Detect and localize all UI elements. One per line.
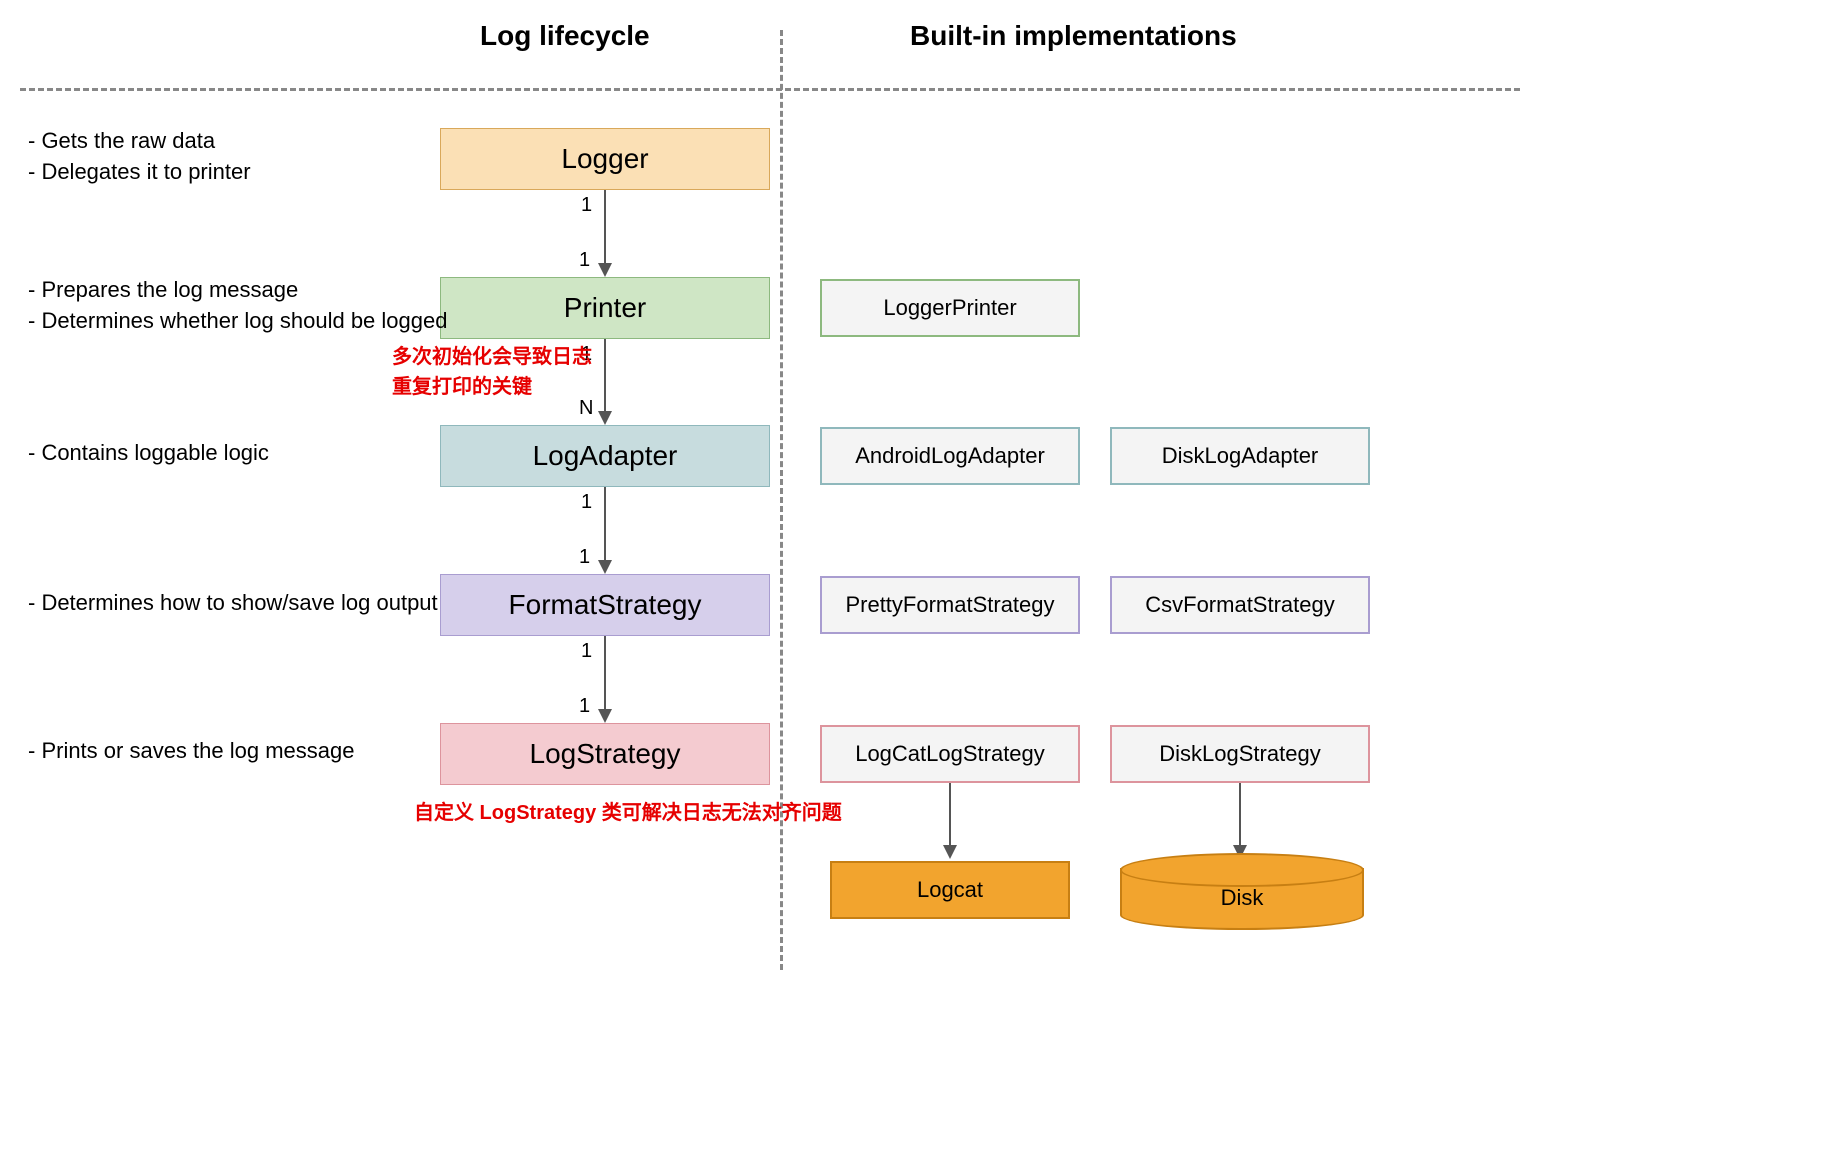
desc-line: - Determines whether log should be logge… (28, 306, 447, 337)
arrow-head-icon (598, 709, 612, 723)
note-line: 自定义 LogStrategy 类可解决日志无法对齐问题 (414, 798, 842, 828)
impl-box: CsvFormatStrategy (1110, 576, 1370, 634)
arrow-head-icon (598, 560, 612, 574)
arrow-adapter-format (604, 487, 606, 562)
impl-box: LoggerPrinter (820, 279, 1080, 337)
lifecycle-desc-logger: - Gets the raw data- Delegates it to pri… (28, 126, 251, 188)
desc-line: - Prints or saves the log message (28, 736, 354, 767)
header-implementations: Built-in implementations (910, 20, 1237, 52)
arrow-printer-adapter (604, 339, 606, 413)
cardinality-bottom: 1 (579, 249, 590, 272)
divider-vertical (780, 30, 783, 970)
divider-horizontal (20, 88, 1520, 91)
target-rect: Logcat (830, 861, 1070, 919)
desc-line: - Prepares the log message (28, 275, 447, 306)
cylinder-top-icon (1120, 853, 1364, 887)
note-line: 多次初始化会导致日志 (392, 342, 592, 372)
impl-box: LogCatLogStrategy (820, 725, 1080, 783)
lifecycle-node-adapter: LogAdapter (440, 425, 770, 487)
header-lifecycle: Log lifecycle (480, 20, 650, 52)
cardinality-top: 1 (581, 194, 592, 217)
cardinality-top: 1 (581, 491, 592, 514)
impl-box: DiskLogStrategy (1110, 725, 1370, 783)
lifecycle-node-printer: Printer (440, 277, 770, 339)
desc-line: - Delegates it to printer (28, 157, 251, 188)
target-cylinder: Disk (1120, 853, 1360, 933)
cardinality-bottom: 1 (579, 546, 590, 569)
arrow-to-target (1239, 783, 1241, 847)
arrow-head-icon (598, 263, 612, 277)
lifecycle-node-format: FormatStrategy (440, 574, 770, 636)
desc-line: - Gets the raw data (28, 126, 251, 157)
arrow-head-icon (598, 411, 612, 425)
desc-line: - Contains loggable logic (28, 438, 269, 469)
lifecycle-node-strategy: LogStrategy (440, 723, 770, 785)
note-note-init: 多次初始化会导致日志重复打印的关键 (392, 342, 592, 402)
impl-box: DiskLogAdapter (1110, 427, 1370, 485)
impl-box: AndroidLogAdapter (820, 427, 1080, 485)
cardinality-top: 1 (581, 640, 592, 663)
arrow-logger-printer (604, 190, 606, 265)
note-line: 重复打印的关键 (392, 372, 592, 402)
lifecycle-desc-adapter: - Contains loggable logic (28, 438, 269, 469)
impl-box: PrettyFormatStrategy (820, 576, 1080, 634)
lifecycle-node-logger: Logger (440, 128, 770, 190)
cardinality-bottom: 1 (579, 695, 590, 718)
desc-line: - Determines how to show/save log output (28, 588, 438, 619)
note-note-custom: 自定义 LogStrategy 类可解决日志无法对齐问题 (414, 798, 842, 828)
lifecycle-desc-format: - Determines how to show/save log output (28, 588, 438, 619)
arrow-to-target (949, 783, 951, 847)
lifecycle-desc-printer: - Prepares the log message- Determines w… (28, 275, 447, 337)
arrow-head-icon (943, 845, 957, 859)
arrow-format-strategy (604, 636, 606, 711)
lifecycle-desc-strategy: - Prints or saves the log message (28, 736, 354, 767)
